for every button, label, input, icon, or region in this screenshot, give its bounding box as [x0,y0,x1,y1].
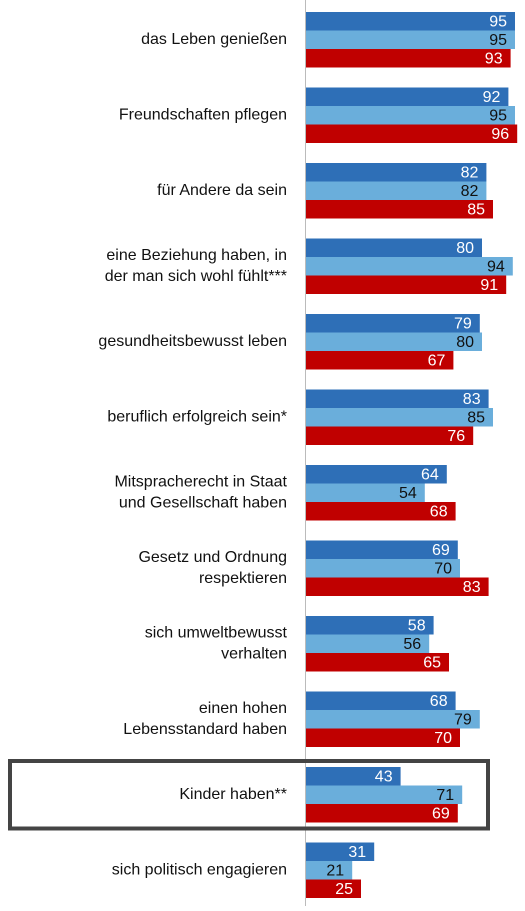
bar [306,12,515,31]
value-label: 68 [430,503,448,520]
bar [306,200,493,219]
bar [306,106,515,125]
bar [306,257,513,276]
bar [306,842,375,861]
value-label: 96 [491,126,509,143]
bar [306,163,487,182]
category-label: respektieren [199,570,287,587]
bar [306,559,460,578]
value-label: 95 [489,13,507,30]
bar [306,540,458,559]
bar [306,691,456,710]
bar [306,465,447,484]
category-label: das Leben genießen [141,31,287,48]
value-label: 70 [434,730,452,747]
value-label: 69 [432,542,450,559]
bar [306,389,489,408]
bar [306,785,463,804]
value-label: 76 [447,428,465,445]
value-label: 25 [335,881,353,898]
value-label: 79 [454,315,472,332]
value-label: 93 [485,50,503,67]
value-label: 83 [463,391,481,408]
category-label: gesundheitsbewusst leben [98,333,287,350]
category-label: Kinder haben** [179,786,287,803]
bar [306,314,480,333]
bar [306,181,487,200]
bar [306,275,507,294]
value-label: 69 [432,805,450,822]
value-label: 67 [428,352,446,369]
bar [306,804,458,823]
bar [306,879,361,898]
value-label: 43 [375,768,393,785]
value-label: 85 [467,201,485,218]
highlight-box [8,759,490,831]
value-label: 80 [456,240,474,257]
bar [306,351,454,370]
bar [306,87,509,106]
category-label: Gesetz und Ordnung [138,549,287,566]
bar [306,577,489,596]
bar [306,767,401,786]
bar [306,653,449,672]
bar [306,616,434,635]
bar [306,634,430,653]
value-label: 58 [408,617,426,634]
value-label: 64 [421,466,439,483]
value-label: 80 [456,334,474,351]
value-label: 31 [348,844,366,861]
category-label: für Andere da sein [157,182,287,199]
value-label: 65 [423,654,441,671]
value-label: 82 [461,183,479,200]
bar [306,49,511,68]
value-label: 21 [326,862,344,879]
category-label: sich umweltbewusst [145,624,288,641]
value-label: 79 [454,711,472,728]
value-label: 95 [489,107,507,124]
bar [306,710,480,729]
value-label: 92 [483,89,501,106]
value-label: 85 [467,409,485,426]
bar [306,861,353,880]
category-label: eine Beziehung haben, in [106,247,287,264]
value-label: 94 [487,258,505,275]
category-label: Mitspracherecht in Staat [114,473,287,490]
category-label: Freundschaften pflegen [119,106,287,123]
value-label: 70 [434,560,452,577]
category-label: beruflich erfolgreich sein* [107,408,287,425]
value-label: 54 [399,485,417,502]
bar [306,30,515,49]
value-label: 82 [461,164,479,181]
bar [306,408,493,427]
value-label: 83 [463,579,481,596]
value-label: 91 [480,277,498,294]
category-label: der man sich wohl fühlt*** [105,268,287,285]
category-label: verhalten [221,645,287,662]
bar [306,483,425,502]
category-label: Lebensstandard haben [123,721,287,738]
category-label: und Gesellschaft haben [119,494,287,511]
value-label: 68 [430,693,448,710]
bar [306,502,456,521]
category-label: sich politisch engagieren [112,861,287,878]
value-label: 56 [403,636,421,653]
value-label: 71 [436,787,454,804]
bar [306,332,482,351]
value-label: 95 [489,32,507,49]
category-label: einen hohen [199,700,287,717]
bar [306,728,460,747]
bar [306,124,518,143]
bar [306,426,474,445]
bar [306,238,482,257]
